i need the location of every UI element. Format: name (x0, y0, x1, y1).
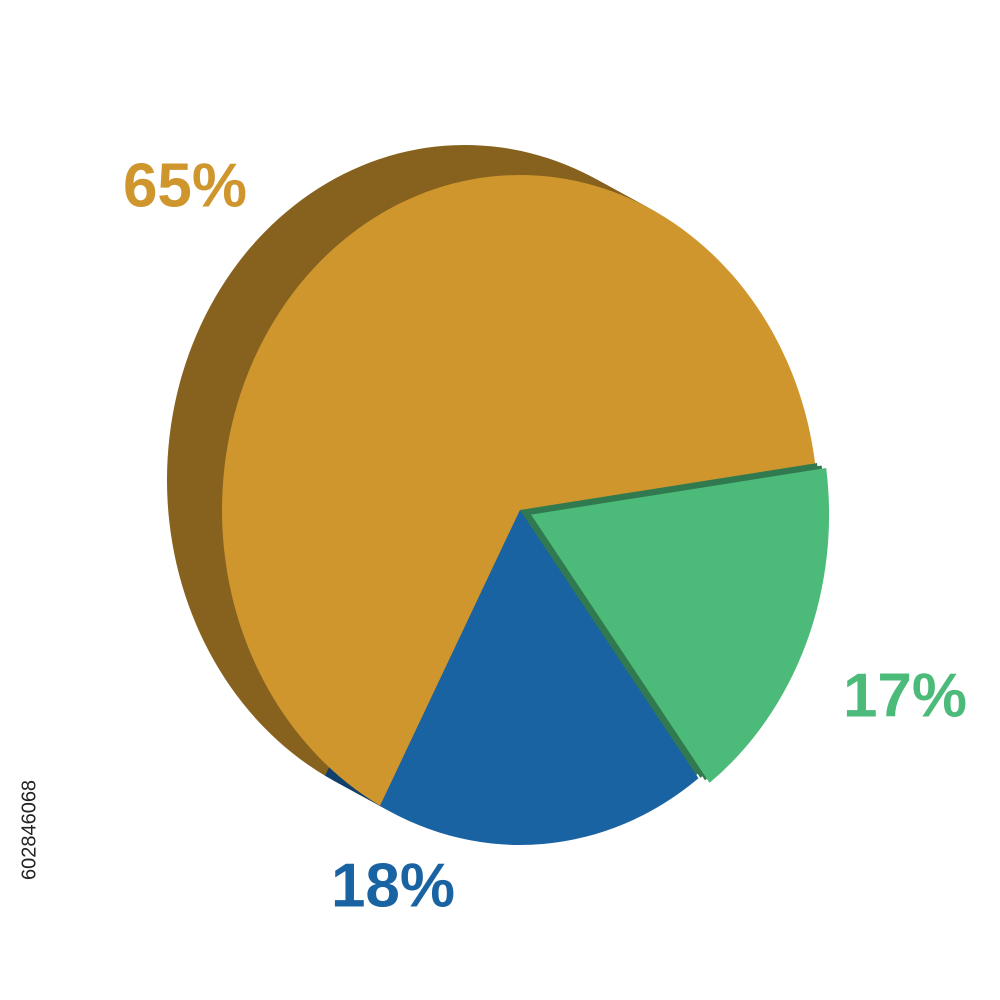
slice-label: 17% (843, 661, 967, 730)
slice (531, 467, 830, 783)
slice-faces (222, 175, 830, 845)
slice-label: 18% (331, 851, 455, 920)
side-text: 602846068 (18, 780, 40, 880)
slice (222, 175, 816, 806)
slice (380, 510, 699, 845)
slice-label: 65% (123, 151, 247, 220)
